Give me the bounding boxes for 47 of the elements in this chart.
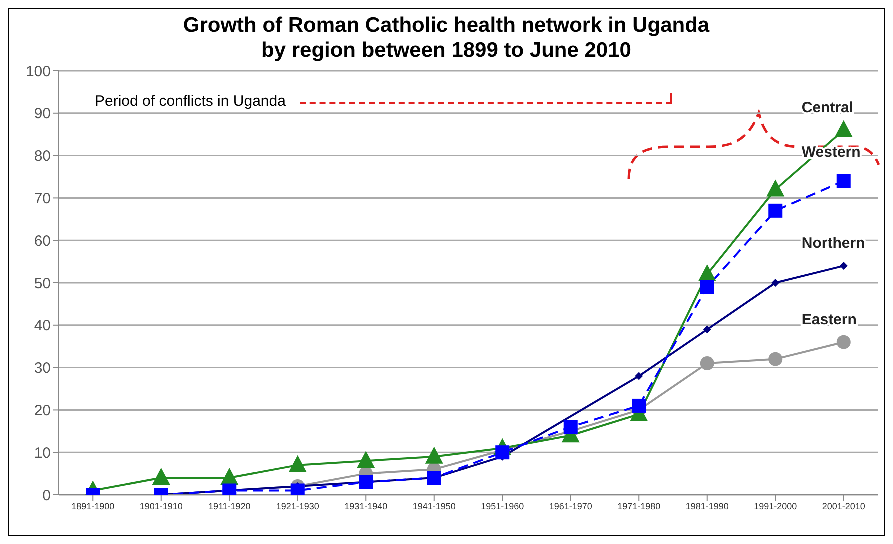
point xyxy=(632,398,646,413)
point xyxy=(564,420,578,434)
x-tick-label: 1971-1980 xyxy=(618,501,661,512)
x-tick-label: 1991-2000 xyxy=(754,501,798,512)
series-label: Central xyxy=(802,99,854,116)
x-tick-label: 1901-1910 xyxy=(140,501,183,512)
series-label: Northern xyxy=(802,235,866,252)
point xyxy=(359,475,374,490)
x-tick-label: 1891-1900 xyxy=(72,501,115,512)
point xyxy=(427,471,442,486)
y-tick-label: 0 xyxy=(42,487,51,504)
y-tick-label: 30 xyxy=(34,360,51,378)
y-tick-label: 70 xyxy=(34,190,51,208)
point xyxy=(635,372,644,380)
point xyxy=(768,352,783,366)
x-tick-label: 1961-1970 xyxy=(549,501,592,512)
point xyxy=(772,279,780,287)
x-tick-label: 1981-1990 xyxy=(686,501,729,512)
chart-title: Growth of Roman Catholic health network in Uganda by region between 1899 to June 2010 xyxy=(182,13,711,63)
x-tick-label: 1931-1940 xyxy=(344,501,388,512)
point xyxy=(220,468,239,486)
x-tick-label: 1921-1930 xyxy=(276,501,320,512)
point xyxy=(703,326,712,334)
annotation: Period of conflicts in Uganda xyxy=(95,93,286,110)
x-tick-label: 1911-1920 xyxy=(208,501,251,512)
x-tick-label: 2001-2010 xyxy=(822,501,866,512)
y-tick-label: 60 xyxy=(34,232,51,250)
point xyxy=(840,262,848,270)
y-tick-label: 80 xyxy=(34,148,51,166)
x-tick-label: 1951-1960 xyxy=(481,501,524,512)
point xyxy=(700,356,714,371)
series-label: Eastern xyxy=(802,311,857,328)
y-tick-label: 10 xyxy=(34,444,51,462)
point xyxy=(836,174,851,188)
y-tick-label: 100 xyxy=(26,63,51,80)
point xyxy=(700,280,714,294)
point xyxy=(768,204,783,218)
point xyxy=(288,455,307,472)
y-tick-label: 50 xyxy=(34,275,51,292)
x-tick-label: 1941-1950 xyxy=(412,501,456,512)
point xyxy=(425,446,444,464)
point xyxy=(357,451,376,468)
y-tick-label: 20 xyxy=(34,402,51,420)
point xyxy=(836,335,851,350)
y-tick-label: 40 xyxy=(34,318,51,335)
y-tick-label: 90 xyxy=(34,106,51,123)
point xyxy=(152,468,170,486)
